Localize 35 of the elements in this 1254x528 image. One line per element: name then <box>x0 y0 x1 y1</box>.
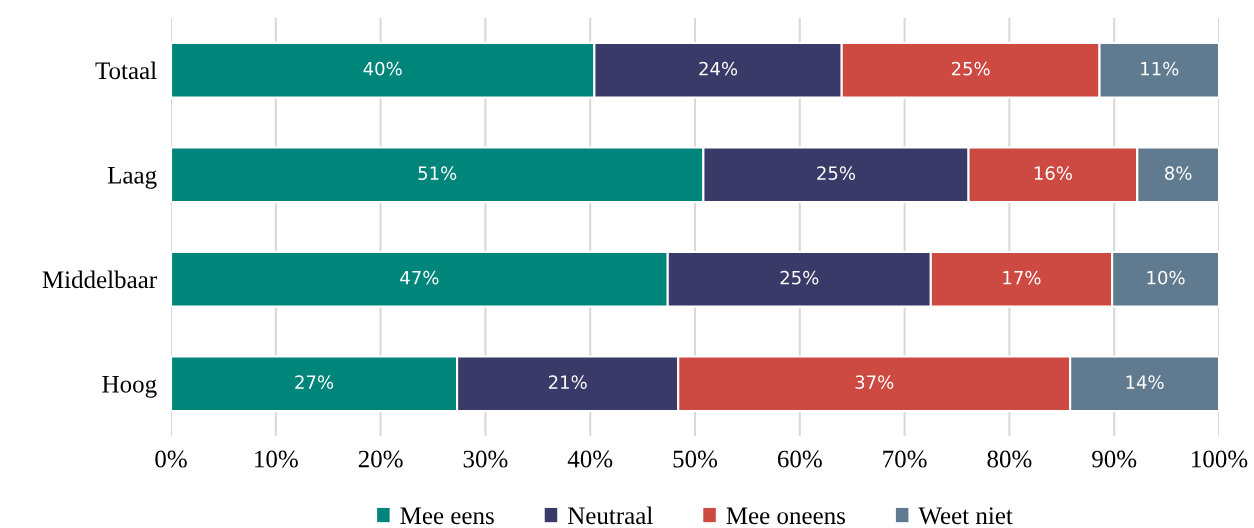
x-tick-label: 10% <box>255 450 298 468</box>
data-label: 14% <box>1126 375 1164 389</box>
data-label: 17% <box>1003 270 1041 285</box>
x-tick-label: 0% <box>155 450 187 468</box>
data-label: 25% <box>780 270 819 285</box>
x-tick-label: 20% <box>358 450 403 468</box>
x-tick-label: 60% <box>777 450 822 468</box>
data-label: 24% <box>699 61 738 76</box>
data-label: 16% <box>1034 166 1072 180</box>
y-tick-label: Totaal <box>95 61 157 80</box>
legend-label: Weet niet <box>918 507 1013 525</box>
legend-label: Mee oneens <box>726 507 845 525</box>
legend-label: Mee eens <box>400 507 494 525</box>
x-tick-label: 40% <box>567 450 613 468</box>
x-tick-label: 50% <box>673 450 718 468</box>
data-label: 21% <box>548 375 587 389</box>
y-tick-label: Hoog <box>102 376 157 398</box>
x-tick-label: 80% <box>987 450 1032 468</box>
data-label: 10% <box>1147 270 1185 285</box>
y-tick-label: Laag <box>107 167 157 189</box>
data-label: 11% <box>1141 61 1179 76</box>
x-tick-label: 100% <box>1192 450 1248 468</box>
data-label: 25% <box>817 166 856 180</box>
x-tick-label: 30% <box>463 450 508 468</box>
data-label: 40% <box>363 61 402 76</box>
x-tick-label: 90% <box>1092 450 1137 468</box>
data-label: 25% <box>951 61 990 76</box>
data-label: 37% <box>855 375 894 389</box>
data-label: 8% <box>1165 166 1192 180</box>
legend-label: Neutraal <box>567 506 653 525</box>
data-label: 27% <box>295 375 334 389</box>
data-label: 51% <box>418 166 457 180</box>
x-tick-label: 70% <box>883 450 927 468</box>
data-label: 47% <box>400 270 439 285</box>
y-tick-label: Middelbaar <box>42 270 157 289</box>
